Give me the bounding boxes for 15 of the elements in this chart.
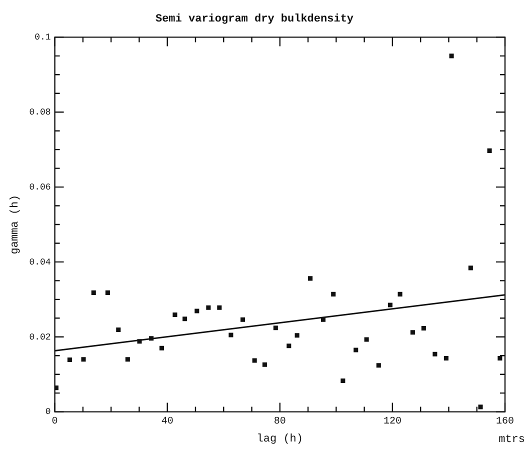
y-tick-label: 0 — [45, 407, 51, 418]
text: mtrs — [498, 434, 525, 446]
y-tick-label: 0.06 — [29, 182, 51, 192]
x-tick-label: 40 — [161, 416, 174, 428]
x-tick-label: 120 — [383, 416, 402, 428]
y-tick-label: 0.08 — [29, 108, 51, 118]
y-tick-label: 0.04 — [29, 257, 51, 268]
chart-title: Semi variogram dry bulkdensity — [155, 13, 354, 26]
x-axis-title: lag (h) — [256, 433, 304, 446]
y-tick-label: 0.1 — [34, 32, 51, 43]
x-tick-label: 80 — [274, 416, 286, 428]
y-tick-label: 0.02 — [29, 332, 51, 342]
x-tick-label: 160 — [496, 416, 514, 428]
x-tick-label: 0 — [52, 416, 58, 428]
y-axis-title: gamma (h) — [10, 194, 22, 254]
